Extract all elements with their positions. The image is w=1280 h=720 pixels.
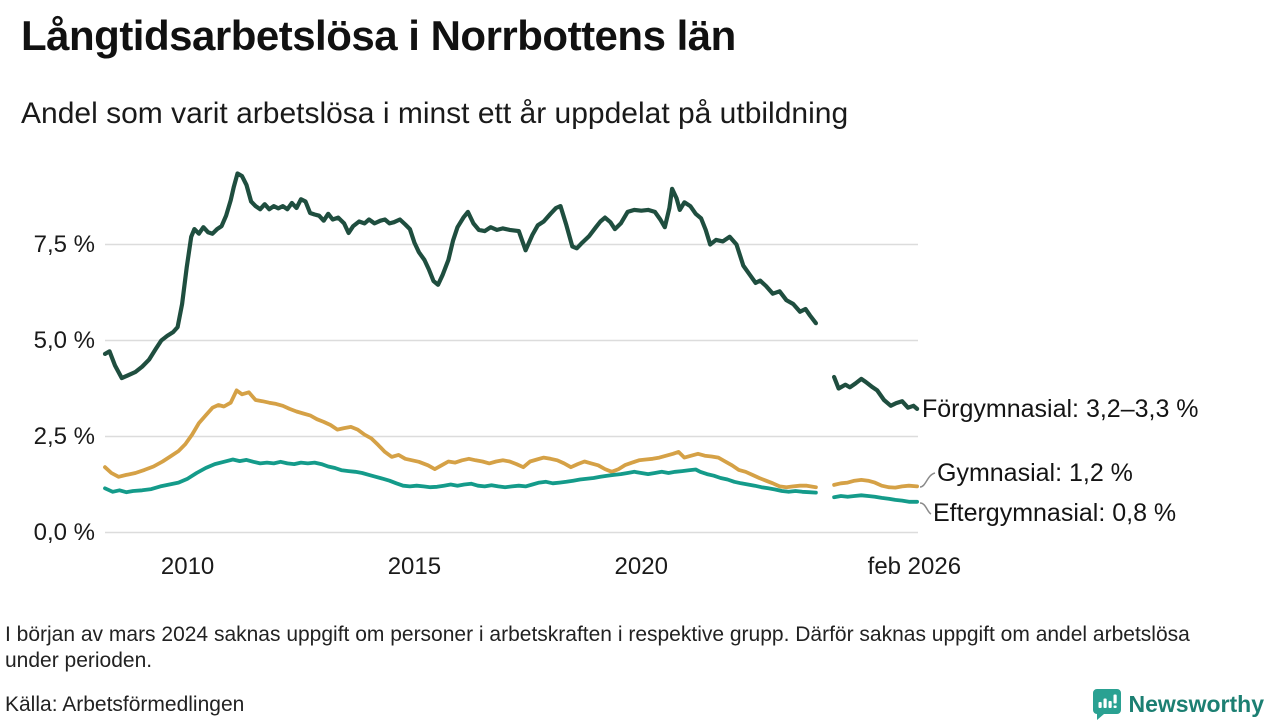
- x-axis-tick-label: 2015: [387, 553, 442, 580]
- line-gymnasial: [832, 478, 919, 490]
- source-credit: Källa: Arbetsförmedlingen: [5, 693, 245, 716]
- label-connector-gymnasial: [919, 472, 936, 488]
- line-gymnasial: [103, 388, 818, 490]
- label-connector-eftergymnasial: [919, 502, 932, 515]
- newsworthy-logo: Newsworthy: [1092, 688, 1264, 720]
- series-end-label-eftergymnasial: Eftergymnasial: 0,8 %: [933, 499, 1177, 528]
- y-axis-tick-label: 0,0 %: [33, 518, 95, 546]
- y-axis-tick-label: 7,5 %: [33, 230, 95, 258]
- newsworthy-logo-text: Newsworthy: [1128, 690, 1264, 717]
- line-eftergymnasial: [832, 493, 919, 504]
- y-axis-tick-label: 2,5 %: [33, 422, 95, 450]
- chart-subtitle: Andel som varit arbetslösa i minst ett å…: [21, 97, 849, 130]
- chart-title: Långtidsarbetslösa i Norrbottens län: [21, 12, 736, 59]
- x-axis-tick-label: 2010: [160, 553, 215, 580]
- series-end-label-gymnasial: Gymnasial: 1,2 %: [937, 458, 1133, 487]
- line-förgymnasial: [102, 171, 818, 381]
- newsworthy-icon: [1092, 689, 1121, 720]
- line-eftergymnasial: [103, 457, 818, 495]
- x-axis-tick-label: 2020: [614, 553, 668, 580]
- line-förgymnasial: [832, 374, 920, 411]
- y-axis-tick-label: 5,0 %: [33, 326, 95, 354]
- x-axis-tick-label: feb 2026: [867, 553, 962, 580]
- series-end-label-förgymnasial: Förgymnasial: 3,2–3,3 %: [922, 395, 1199, 424]
- footnote: I början av mars 2024 saknas uppgift om …: [5, 623, 1190, 672]
